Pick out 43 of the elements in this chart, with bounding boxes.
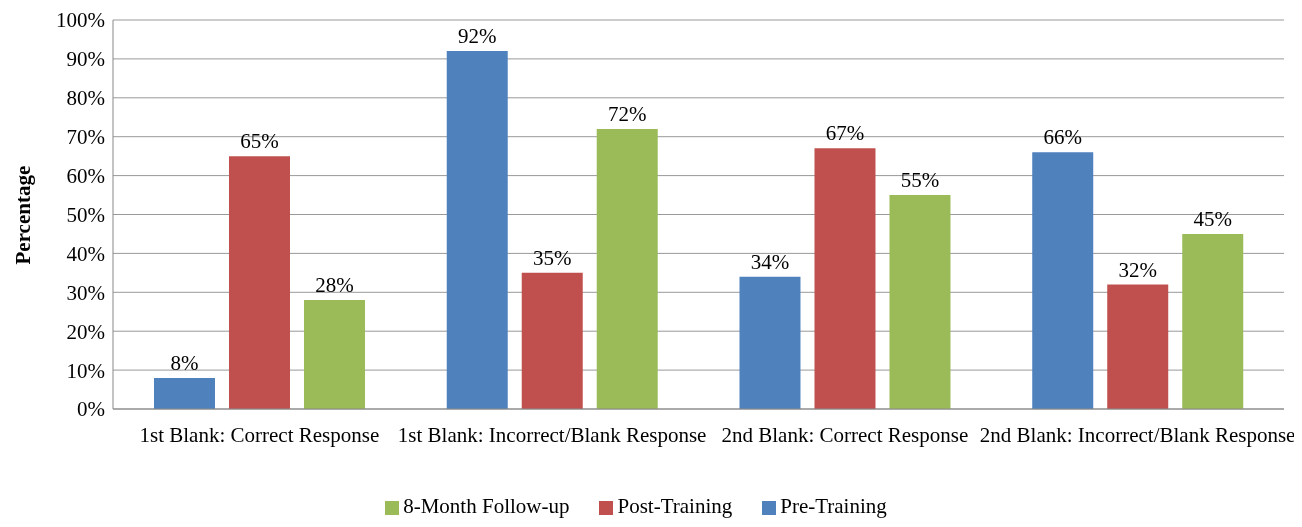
bar <box>228 156 290 409</box>
data-label: 32% <box>1118 257 1157 282</box>
legend-label: Post-Training <box>617 494 733 518</box>
y-tick-label: 90% <box>66 47 105 72</box>
data-label: 8% <box>170 350 199 375</box>
y-axis-title: Percentage <box>11 165 36 265</box>
legend-label: Pre-Training <box>780 494 887 518</box>
y-tick-label: 50% <box>66 202 105 227</box>
bar <box>1107 284 1169 409</box>
data-label: 66% <box>1043 125 1082 150</box>
y-tick-label: 40% <box>66 241 105 266</box>
data-label: 65% <box>240 129 279 154</box>
bar <box>303 300 365 409</box>
y-tick-label: 30% <box>66 280 105 305</box>
data-label: 55% <box>900 168 940 193</box>
bar <box>446 51 508 409</box>
bar <box>1182 233 1244 409</box>
bar <box>1032 152 1094 409</box>
y-tick-label: 0% <box>77 397 105 422</box>
x-tick-label: 2nd Blank: Incorrect/Blank Response <box>979 422 1296 447</box>
data-label: 92% <box>457 24 497 49</box>
data-label: 67% <box>825 121 865 146</box>
x-tick-label: 2nd Blank: Correct Response <box>721 422 969 447</box>
data-label: 34% <box>750 249 790 274</box>
data-label: 28% <box>315 273 354 298</box>
x-tick-label: 1st Blank: Correct Response <box>139 422 380 447</box>
y-tick-label: 80% <box>66 86 105 111</box>
y-tick-label: 100% <box>56 8 105 33</box>
y-tick-label: 70% <box>66 125 105 150</box>
data-label: 72% <box>607 101 647 126</box>
x-tick-label: 1st Blank: Incorrect/Blank Response <box>397 422 707 447</box>
data-label: 35% <box>532 245 572 270</box>
bar <box>153 377 215 409</box>
y-tick-label: 60% <box>66 164 105 189</box>
bar <box>889 195 951 409</box>
bar <box>739 276 801 409</box>
legend-label: 8-Month Follow-up <box>403 494 570 518</box>
bar <box>596 128 658 409</box>
data-label: 45% <box>1193 206 1232 231</box>
y-tick-label: 10% <box>66 358 105 383</box>
y-tick-label: 20% <box>66 319 105 344</box>
bar <box>521 272 583 409</box>
bar <box>814 148 876 409</box>
